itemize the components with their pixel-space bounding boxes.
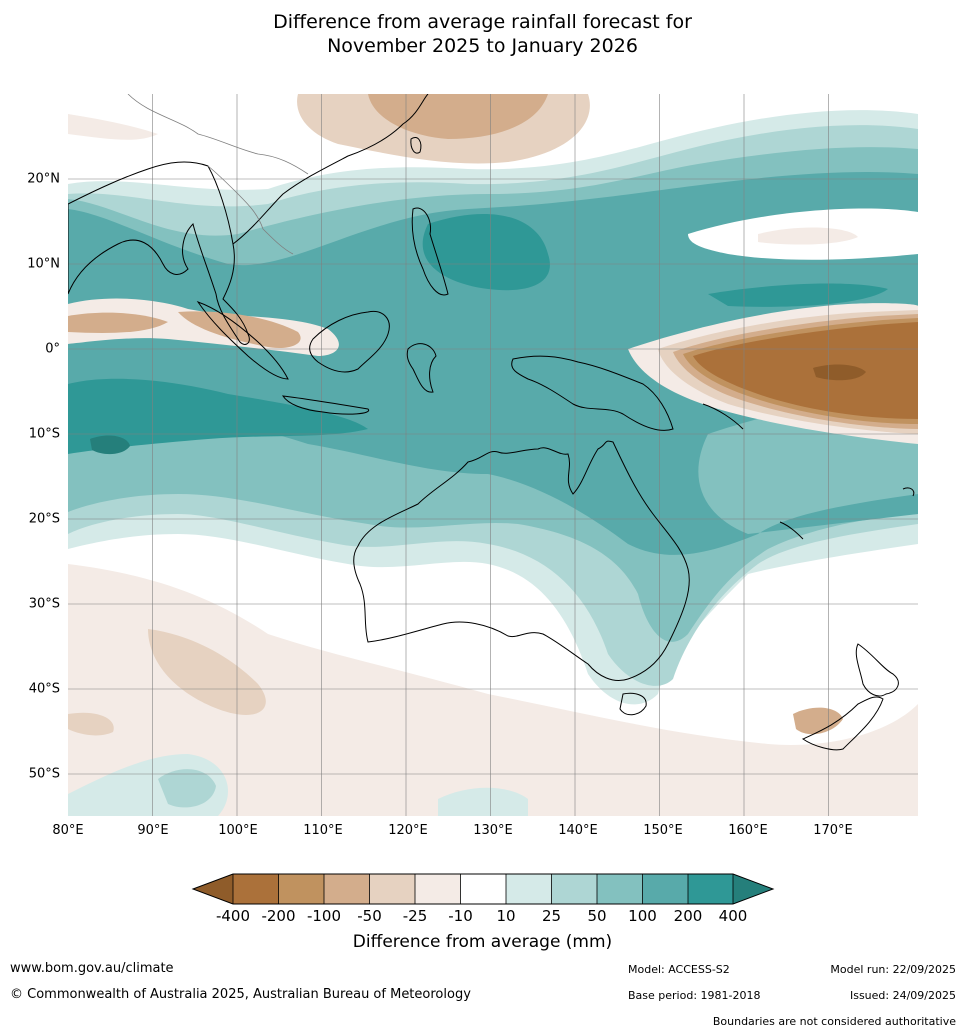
region-wet-core-philippines [422,214,550,291]
graticule [68,94,918,816]
china-coast [232,94,429,245]
legend-tick-100: 100 [628,907,657,925]
legend-tick-200: 200 [673,907,703,925]
australia-coast [353,440,690,681]
legend-title: Difference from average (mm) [352,932,613,952]
solomon-islands-coast [702,403,744,430]
sumatra-coast [196,301,289,380]
legend-tick-m100: -100 [306,907,342,925]
legend-tick-50: 50 [587,907,607,925]
legend-swatch-m50-m25 [369,874,415,904]
region-southern-wet-light-2 [438,787,528,816]
title-line-2: November 2025 to January 2026 [327,35,638,57]
java-coast [282,395,370,415]
region-southern-wet-mid [158,769,216,808]
region-dry-pacific-light [758,227,858,245]
legend-dividers [232,874,734,904]
legend-swatch-m200-m100 [278,874,324,904]
legend-tick-m10: -10 [448,907,473,925]
region-southern-dry-mid [148,629,266,715]
legend-tick-m25: -25 [402,907,428,925]
borneo-coast [309,310,390,373]
asia-mainland-coast [68,161,250,345]
legend-tick-m400: -400 [215,907,251,925]
footer-copyright: © Commonwealth of Australia 2025, Austra… [10,987,471,1002]
legend-swatch-m10-10 [460,874,506,904]
taiwan-coast [410,137,422,154]
region-eq-dry-sumatra [178,311,301,349]
lat-label-40s: 40°S [28,681,60,697]
coastlines [68,94,915,751]
legend-swatch-m400-m200 [233,874,279,904]
new-guinea-coast [511,355,674,431]
region-dry-china-mid [368,94,548,139]
nz-north-coast [855,643,899,697]
legend-tick-m200: -200 [261,907,296,925]
lat-label-50s: 50°S [28,766,60,782]
map-title: Difference from average rainfall forecas… [0,10,965,58]
vanuatu-coast [779,521,804,540]
region-wet-core-indian-ocean [68,378,368,454]
region-south-west-dry [68,712,114,736]
lat-label-20n: 20°N [27,171,60,187]
sulawesi-coast [406,343,437,393]
region-wet-core-pacific [708,283,888,307]
lon-label-120e: 120°E [388,823,428,838]
legend-swatch-lt-m400 [193,874,233,904]
footer-disclaimer: Boundaries are not considered authoritat… [712,1015,956,1028]
boundary-myanmar-thailand [207,165,264,230]
map-svg [68,94,918,816]
region-pacific-dry-extreme [813,364,866,381]
lat-label-10s: 10°S [28,426,60,442]
rainfall-map [68,94,918,816]
boundaries [127,94,309,255]
region-nz-dry [793,707,843,735]
lon-label-150e: 150°E [643,823,683,838]
lon-label-80e: 80°E [52,823,84,838]
legend-tick-25: 25 [541,907,562,925]
footer-model: Model: ACCESS-S2 [628,963,730,976]
lat-label-0: 0° [45,341,60,357]
legend-tick-10: 10 [496,907,516,925]
title-line-1: Difference from average rainfall forecas… [273,11,692,33]
legend-tick-400: 400 [718,907,748,925]
legend-swatch-p25-50 [551,874,597,904]
footer-website-link[interactable]: www.bom.gov.au/climate [10,961,174,976]
legend-swatch-gt-400 [733,874,773,904]
legend-swatch-p100-200 [642,874,688,904]
tasmania-coast [619,692,647,716]
region-pacific-dry-core [693,322,918,419]
region-eq-dry-mid [68,312,168,333]
lat-label-10n: 10°N [27,256,60,272]
boundary-laos-vietnam [262,228,294,255]
nz-south-coast [802,696,884,751]
footer-issued: Issued: 24/09/2025 [849,989,956,1002]
region-southern-dry-light [68,564,918,816]
philippines-coast [411,207,449,296]
lat-label-30s: 30°S [28,596,60,612]
region-wet-extreme [90,435,130,455]
region-dry-northwest [68,114,158,140]
lon-label-160e: 160°E [728,823,768,838]
region-wet-band-heavy [68,172,918,555]
legend-swatch-m100-m50 [324,874,370,904]
lat-label-20s: 20°S [28,511,60,527]
legend-swatch-p200-400 [688,874,733,904]
fiji-coast [902,487,915,497]
legend-tick-m50: -50 [357,907,382,925]
boundary-china-south [127,94,309,175]
legend-swatch-p50-100 [597,874,643,904]
lon-label-170e: 170°E [813,823,853,838]
lon-label-140e: 140°E [558,823,598,838]
lon-label-110e: 110°E [303,823,343,838]
legend-swatch-m25-m10 [415,874,461,904]
legend-swatch-p10-25 [506,874,552,904]
lon-label-90e: 90°E [137,823,169,838]
footer-model-run: Model run: 22/09/2025 [830,963,956,976]
lon-label-130e: 130°E [473,823,513,838]
lon-label-100e: 100°E [218,823,258,838]
footer-base-period: Base period: 1981-2018 [628,989,761,1002]
legend-outline [191,873,775,905]
